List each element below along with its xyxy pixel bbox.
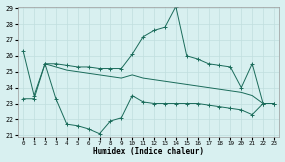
X-axis label: Humidex (Indice chaleur): Humidex (Indice chaleur) (93, 147, 204, 156)
